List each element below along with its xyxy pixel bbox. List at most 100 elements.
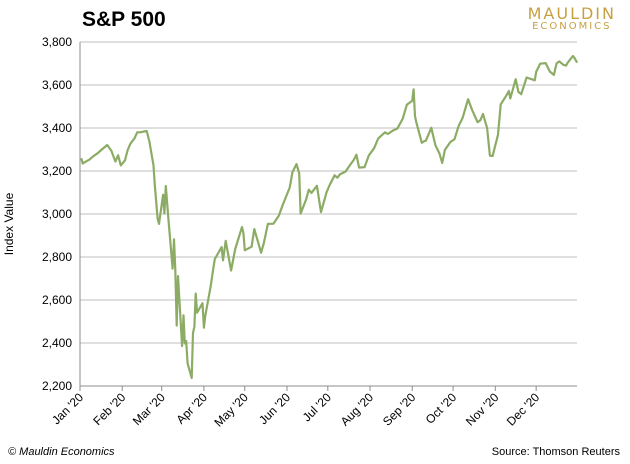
mauldin-logo: MAULDIN ECONOMICS — [528, 4, 616, 32]
data-point — [181, 345, 183, 347]
data-point — [157, 217, 159, 220]
data-point — [101, 148, 103, 151]
data-point — [163, 212, 165, 214]
data-point — [295, 163, 298, 165]
data-point — [497, 134, 499, 136]
data-point — [576, 61, 578, 64]
x-tick-label: Mar '20 — [130, 390, 168, 428]
data-point — [413, 88, 415, 90]
data-point — [444, 149, 446, 151]
data-point — [162, 194, 164, 196]
data-point — [308, 189, 310, 191]
y-tick-label: 2,200 — [42, 379, 72, 393]
y-tick-label: 3,000 — [42, 207, 72, 221]
data-point — [203, 327, 205, 329]
data-point — [88, 159, 91, 161]
data-point — [154, 185, 156, 188]
y-tick-label: 2,600 — [42, 293, 72, 307]
data-point — [396, 128, 398, 130]
data-point — [117, 154, 119, 156]
data-point — [320, 211, 322, 213]
data-point — [167, 219, 170, 221]
data-point — [438, 153, 441, 155]
data-point — [230, 269, 232, 272]
data-point — [310, 192, 313, 194]
data-point — [139, 131, 141, 133]
data-point — [127, 149, 129, 151]
x-tick-label: Jun '20 — [256, 390, 293, 427]
data-point — [411, 100, 413, 102]
x-tick-label: Oct '20 — [423, 390, 460, 427]
data-point — [212, 267, 214, 269]
data-point — [210, 285, 212, 287]
data-point — [462, 117, 464, 119]
data-point — [534, 79, 536, 81]
data-point — [253, 228, 255, 230]
data-point — [172, 268, 174, 270]
data-point — [549, 70, 551, 73]
data-point — [86, 160, 88, 162]
data-point — [353, 159, 355, 161]
data-point — [358, 167, 360, 169]
data-point — [430, 127, 432, 129]
source-text: Source: Thomson Reuters — [491, 446, 620, 458]
y-tick-label: 2,800 — [42, 250, 72, 264]
y-tick-label: 3,800 — [42, 35, 72, 49]
data-point — [492, 155, 494, 157]
axes — [79, 42, 577, 391]
data-point — [545, 62, 547, 64]
y-tick-label: 3,200 — [42, 164, 72, 178]
data-point — [272, 223, 274, 225]
data-point — [165, 185, 167, 187]
data-point — [152, 164, 155, 166]
data-point — [328, 185, 330, 187]
data-point — [106, 144, 108, 146]
data-point — [562, 64, 565, 66]
data-point — [517, 91, 520, 93]
y-tick-label: 2,400 — [42, 336, 72, 350]
data-point — [373, 147, 375, 149]
data-point — [120, 164, 122, 166]
data-point — [182, 314, 185, 316]
data-point — [148, 140, 150, 143]
data-point — [553, 74, 555, 76]
data-point — [441, 162, 443, 164]
data-point — [505, 95, 507, 97]
data-point — [500, 103, 502, 105]
data-point — [146, 130, 148, 132]
data-point — [336, 177, 338, 179]
data-point — [566, 62, 569, 64]
data-point — [434, 144, 436, 146]
data-point — [201, 302, 204, 304]
data-point — [136, 131, 138, 133]
data-point — [509, 97, 511, 100]
data-point — [242, 232, 244, 234]
data-point — [133, 137, 136, 139]
x-tick-label: Apr '20 — [174, 390, 211, 427]
data-point — [349, 165, 351, 167]
data-point — [222, 259, 224, 261]
data-point — [267, 223, 269, 225]
data-point — [305, 199, 307, 201]
data-point — [368, 155, 370, 157]
data-point — [339, 173, 341, 175]
data-point — [187, 362, 189, 364]
data-point — [344, 171, 347, 173]
data-point — [479, 119, 481, 121]
data-point — [97, 152, 99, 154]
data-point — [234, 248, 236, 250]
series-group — [80, 54, 578, 380]
data-point — [573, 57, 575, 59]
x-tick-label: Jul '20 — [300, 390, 334, 424]
grid-lines — [80, 41, 577, 387]
data-point — [177, 275, 179, 277]
x-tick-label: Aug '20 — [338, 390, 377, 429]
x-tick-label: May '20 — [212, 390, 252, 430]
data-point — [423, 140, 426, 142]
logo-text-bottom: ECONOMICS — [532, 21, 612, 32]
data-point — [193, 326, 195, 328]
data-point — [204, 315, 206, 317]
data-point — [110, 150, 112, 152]
y-tick-label: 3,400 — [42, 121, 72, 135]
data-point — [334, 174, 336, 176]
